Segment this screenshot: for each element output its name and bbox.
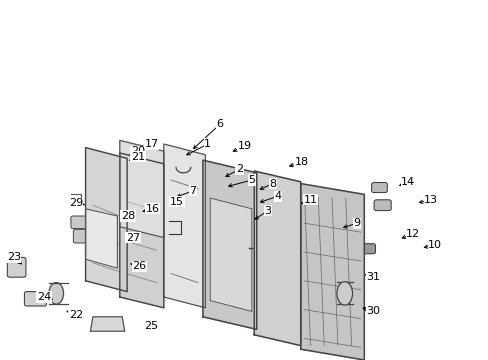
Text: 24: 24	[37, 292, 51, 302]
Text: 4: 4	[274, 191, 281, 201]
Text: 19: 19	[237, 141, 251, 151]
Text: 31: 31	[366, 272, 379, 282]
Polygon shape	[163, 144, 205, 308]
Text: 18: 18	[294, 157, 308, 167]
Text: 14: 14	[401, 177, 414, 187]
Text: 13: 13	[424, 195, 437, 205]
Polygon shape	[203, 160, 256, 329]
FancyBboxPatch shape	[288, 230, 304, 241]
Text: 15: 15	[170, 197, 183, 207]
FancyBboxPatch shape	[361, 244, 375, 254]
Polygon shape	[90, 317, 124, 331]
FancyBboxPatch shape	[71, 216, 100, 229]
FancyBboxPatch shape	[343, 265, 357, 274]
Text: 29: 29	[68, 198, 83, 208]
Text: 30: 30	[366, 306, 379, 316]
Text: 1: 1	[204, 139, 211, 149]
Text: 20: 20	[131, 146, 144, 156]
Text: 9: 9	[353, 218, 360, 228]
Text: 26: 26	[132, 261, 146, 271]
Polygon shape	[120, 153, 163, 308]
Text: 6: 6	[216, 119, 223, 129]
Text: 12: 12	[406, 229, 419, 239]
Polygon shape	[300, 184, 364, 360]
Text: 3: 3	[264, 206, 271, 216]
FancyBboxPatch shape	[371, 183, 386, 193]
FancyBboxPatch shape	[7, 257, 26, 277]
Text: 17: 17	[144, 139, 158, 149]
Text: 7: 7	[189, 186, 196, 196]
Text: 21: 21	[131, 152, 144, 162]
FancyBboxPatch shape	[24, 292, 46, 306]
Text: 10: 10	[427, 240, 441, 250]
Text: 2: 2	[236, 164, 243, 174]
FancyBboxPatch shape	[245, 234, 258, 243]
Text: 23: 23	[7, 252, 20, 262]
FancyBboxPatch shape	[73, 229, 105, 243]
FancyBboxPatch shape	[220, 209, 234, 220]
Polygon shape	[254, 171, 300, 346]
Ellipse shape	[49, 283, 63, 304]
FancyBboxPatch shape	[232, 211, 246, 221]
Polygon shape	[120, 140, 163, 238]
Ellipse shape	[336, 282, 352, 305]
Text: 8: 8	[269, 179, 276, 189]
FancyBboxPatch shape	[373, 200, 390, 211]
Text: 28: 28	[121, 211, 135, 221]
Text: 16: 16	[145, 204, 159, 214]
Text: 11: 11	[303, 195, 317, 205]
Text: 27: 27	[125, 233, 140, 243]
Polygon shape	[85, 148, 127, 292]
Text: 5: 5	[248, 175, 255, 185]
Text: 22: 22	[68, 310, 83, 320]
Text: 25: 25	[144, 321, 158, 331]
Polygon shape	[85, 209, 117, 268]
Polygon shape	[210, 198, 251, 311]
